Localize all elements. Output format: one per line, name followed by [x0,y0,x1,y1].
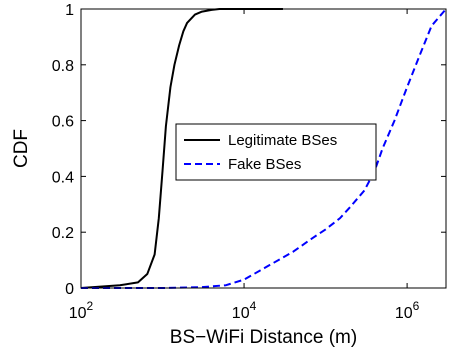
legend-label-legitimate: Legitimate BSes [228,132,337,149]
y-tick-label: 0.8 [52,58,74,75]
legend: Legitimate BSes Fake BSes [175,123,377,181]
x-tick-label-exponent: 6 [413,299,420,313]
legend-box [175,123,377,181]
x-axis-title: BS−WiFi Distance (m) [170,327,357,348]
legend-label-fake: Fake BSes [228,156,301,173]
x-tick-label: 104 [232,299,257,322]
x-tick-label: 102 [69,299,94,322]
x-tick-label-base: 10 [395,305,413,322]
y-axis-title: CDF [11,129,32,168]
y-tick-label: 0.2 [52,225,74,242]
y-tick-label: 0.6 [52,114,74,131]
y-tick-label: 0 [65,281,74,298]
x-tick-label-base: 10 [69,305,87,322]
fake-bses-line [81,8,447,289]
y-tick-label: 1 [65,2,74,19]
y-tick-label: 0.4 [52,169,74,186]
plot-area-frame [80,8,447,289]
x-tick-label: 106 [395,299,420,322]
x-tick-label-base: 10 [232,305,250,322]
x-tick-label-exponent: 4 [250,299,257,313]
x-tick-label-exponent: 2 [87,299,94,313]
